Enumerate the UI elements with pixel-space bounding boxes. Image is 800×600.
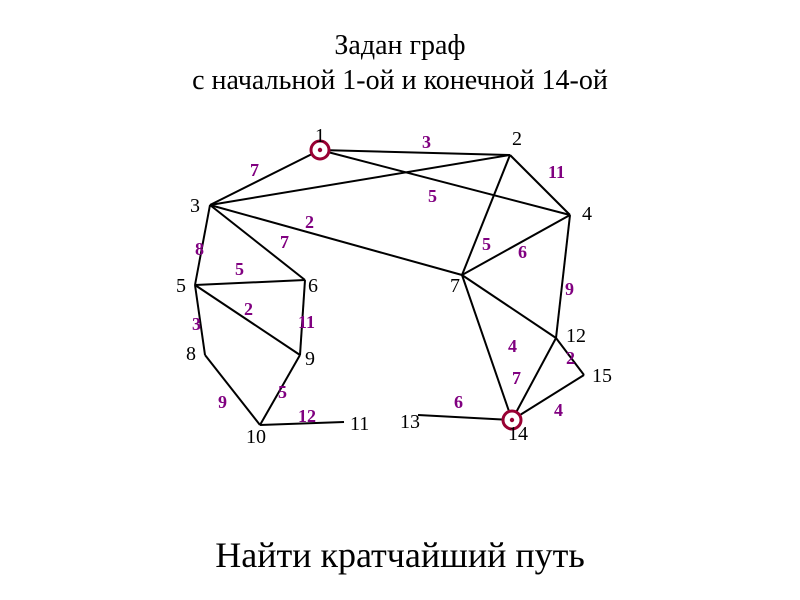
node-label-7: 7 xyxy=(450,275,460,297)
weight-3-7: 7 xyxy=(280,232,289,252)
node-label-1: 1 xyxy=(315,125,325,147)
bottom-title-text: Найти кратчайший путь xyxy=(215,535,585,575)
weight-5-9: 2 xyxy=(244,299,253,319)
node-label-4: 4 xyxy=(582,203,592,225)
node-label-14: 14 xyxy=(508,423,528,445)
title-line-1: Задан граф xyxy=(334,30,465,61)
weight-12-14: 7 xyxy=(512,368,521,388)
node-label-11: 11 xyxy=(350,413,369,435)
weight-8-10: 9 xyxy=(218,392,227,412)
edge-3-6 xyxy=(210,205,305,280)
edge-14-15 xyxy=(512,375,584,420)
edge-2-7 xyxy=(462,155,510,275)
graph-diagram: 1234567891011121314153751182756532119495… xyxy=(150,120,650,480)
node-label-3: 3 xyxy=(190,195,200,217)
node-label-10: 10 xyxy=(246,426,266,448)
weight-1-3: 7 xyxy=(250,160,259,180)
edge-4-7 xyxy=(462,215,570,275)
weight-6-9: 11 xyxy=(298,312,315,332)
bottom-title: Найти кратчайший путь xyxy=(0,534,800,576)
node-label-5: 5 xyxy=(176,275,186,297)
node-label-9: 9 xyxy=(305,348,315,370)
edge-3-7 xyxy=(210,205,462,275)
weight-13-14: 6 xyxy=(454,392,463,412)
edge-8-10 xyxy=(205,355,260,425)
node-label-12: 12 xyxy=(566,325,586,347)
node-label-13: 13 xyxy=(400,411,420,433)
edge-4-12 xyxy=(556,215,570,338)
weight-7-14: 4 xyxy=(508,336,517,356)
edge-1-4 xyxy=(320,150,570,215)
node-label-15: 15 xyxy=(592,365,612,387)
node-label-6: 6 xyxy=(308,275,318,297)
node-label-2: 2 xyxy=(512,128,522,150)
weight-12-15: 2 xyxy=(566,348,575,368)
edge-5-6 xyxy=(195,280,305,285)
weight-2-4: 11 xyxy=(548,162,565,182)
edge-5-9 xyxy=(195,285,300,355)
title-line-2: с начальной 1-ой и конечной 14-ой xyxy=(192,65,608,96)
weight-2-3: 5 xyxy=(428,186,437,206)
weight-3-6: 2 xyxy=(305,212,314,232)
weight-9-10: 5 xyxy=(278,382,287,402)
edge-13-14 xyxy=(418,415,512,420)
weight-5-6: 5 xyxy=(235,259,244,279)
weight-14-15: 4 xyxy=(554,400,563,420)
weight-3-5: 8 xyxy=(195,239,204,259)
weight-1-2: 3 xyxy=(422,132,431,152)
node-label-8: 8 xyxy=(186,343,196,365)
page-title: Задан граф с начальной 1-ой и конечной 1… xyxy=(0,28,800,98)
edge-7-14 xyxy=(462,275,512,420)
weight-10-11: 12 xyxy=(298,406,316,426)
weight-5-8: 3 xyxy=(192,314,201,334)
weight-4-12: 6 xyxy=(518,242,527,262)
weight-4-7: 5 xyxy=(482,234,491,254)
edge-7-12 xyxy=(462,275,556,338)
edge-1-2 xyxy=(320,150,510,155)
weight-7-12: 9 xyxy=(565,279,574,299)
